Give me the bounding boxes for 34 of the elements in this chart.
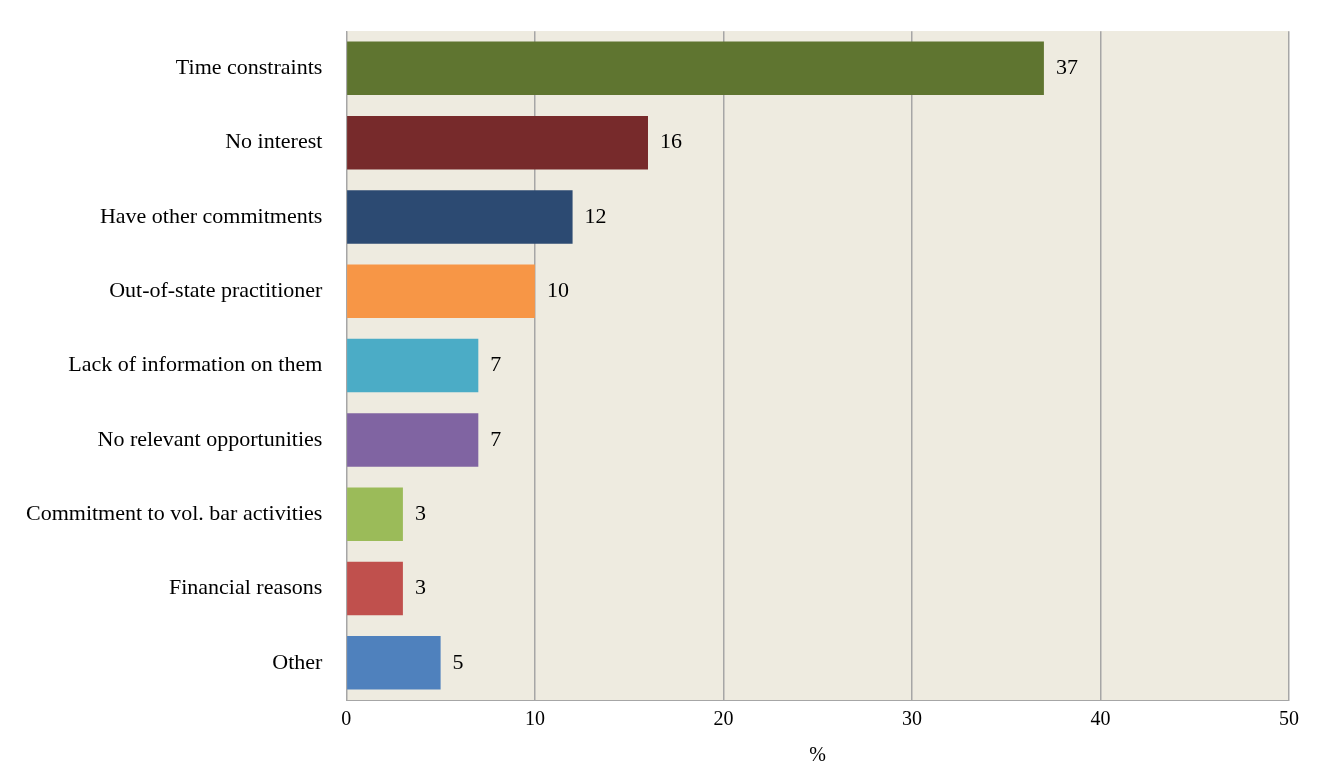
y-tick-label: Lack of information on them xyxy=(68,351,323,377)
x-tick-label: 50 xyxy=(1279,707,1299,730)
data-label: 12 xyxy=(584,202,607,228)
data-label: 7 xyxy=(490,425,502,451)
x-tick-label: 20 xyxy=(713,707,734,730)
bar xyxy=(347,561,403,616)
y-tick-label: Financial reasons xyxy=(168,574,323,600)
bar xyxy=(347,190,573,244)
data-label: 3 xyxy=(414,574,426,600)
y-tick-label: No interest xyxy=(225,128,323,154)
y-tick-label: Other xyxy=(272,648,324,674)
x-tick-label: 10 xyxy=(524,707,545,730)
y-tick-label: No relevant opportunities xyxy=(97,425,323,451)
x-axis-title: % xyxy=(809,743,827,766)
bar xyxy=(347,264,535,319)
data-label: 10 xyxy=(546,277,569,303)
bar xyxy=(347,115,648,170)
x-tick-label: 30 xyxy=(901,707,922,730)
y-tick-label: Out-of-state practitioner xyxy=(109,277,323,303)
x-tick-label: 40 xyxy=(1090,707,1111,730)
bar xyxy=(347,487,403,541)
data-label: 16 xyxy=(659,128,682,154)
data-label: 3 xyxy=(414,500,426,525)
y-tick-label: Time constraints xyxy=(175,54,323,80)
y-tick-label: Commitment to vol. bar activities xyxy=(25,500,323,525)
bar xyxy=(347,636,441,690)
data-label: 7 xyxy=(490,351,502,377)
bar xyxy=(347,41,1044,96)
bar xyxy=(347,338,479,393)
y-tick-label: Have other commitments xyxy=(99,202,323,228)
data-label: 5 xyxy=(452,648,464,674)
bar xyxy=(347,413,479,467)
data-label: 37 xyxy=(1055,54,1078,80)
x-tick-label: 0 xyxy=(341,707,352,730)
